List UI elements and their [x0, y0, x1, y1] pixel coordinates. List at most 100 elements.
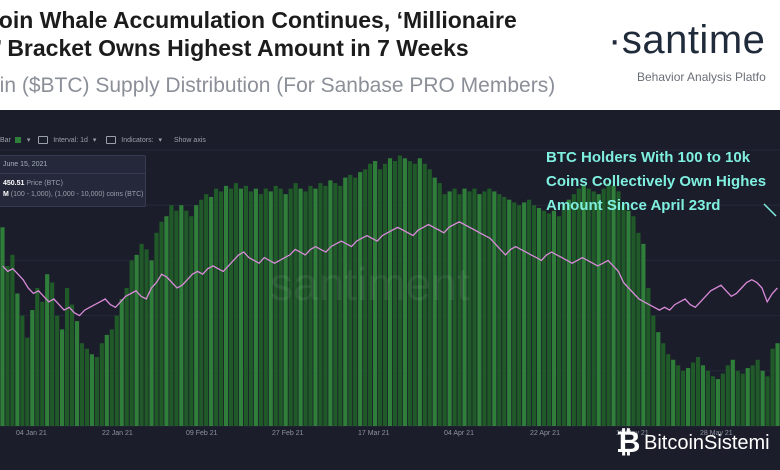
- supply-bar: [611, 185, 616, 426]
- supply-bar: [517, 205, 522, 426]
- supply-bar: [566, 199, 571, 426]
- annotation-arrow-icon: [763, 203, 777, 217]
- supply-bar: [124, 288, 129, 426]
- supply-bar: [50, 282, 55, 426]
- bitcoinsistemi-text: BitcoinSistemi: [644, 432, 770, 454]
- supply-bar: [343, 177, 348, 426]
- x-tick-label: 04 Apr 21: [444, 430, 474, 437]
- supply-bar: [402, 158, 407, 426]
- chart-type-button[interactable]: Bar ▾: [0, 136, 30, 145]
- supply-bar: [164, 216, 169, 426]
- supply-bar: [631, 216, 636, 426]
- supply-bar: [626, 210, 631, 426]
- supply-bar: [502, 196, 507, 426]
- supply-bar: [681, 370, 686, 426]
- supply-bar: [0, 227, 5, 426]
- santiment-logo: ·santime: [608, 18, 766, 62]
- supply-bar: [114, 315, 119, 426]
- tooltip-holders-row: M (100 - 1,000), (1,000 - 10,000) coins …: [3, 191, 143, 198]
- supply-bar: [258, 194, 263, 426]
- bar-swatch-icon: [14, 137, 21, 143]
- supply-bar: [5, 265, 10, 426]
- supply-bar: [596, 194, 601, 426]
- chart-type-label: Bar: [0, 136, 11, 144]
- supply-bar: [745, 368, 750, 426]
- supply-bar: [661, 343, 666, 426]
- supply-bar: [134, 254, 139, 426]
- supply-bar: [760, 370, 765, 426]
- supply-bar: [477, 194, 482, 426]
- supply-bar: [676, 365, 681, 426]
- supply-bar: [447, 191, 452, 426]
- supply-bar: [571, 194, 576, 426]
- supply-bar: [104, 334, 109, 426]
- indicators-chevron-icon: ▾: [158, 137, 163, 144]
- supply-bar: [462, 188, 467, 426]
- supply-bar: [45, 274, 50, 426]
- supply-bar: [432, 177, 437, 426]
- supply-bar: [765, 376, 770, 426]
- supply-bar: [35, 288, 40, 426]
- supply-bar: [735, 370, 740, 426]
- tooltip-price-label: Price (BTC): [26, 180, 63, 187]
- supply-bar: [214, 188, 219, 426]
- supply-bar: [373, 161, 378, 426]
- supply-bar: [487, 188, 492, 426]
- supply-bar: [686, 368, 691, 426]
- supply-bar: [363, 169, 368, 426]
- supply-bar: [159, 221, 164, 426]
- supply-bar: [89, 354, 94, 426]
- tooltip-date: June 15, 2021: [3, 161, 48, 168]
- header: coin Whale Accumulation Continues, ‘Mill…: [0, 0, 780, 110]
- supply-bar: [263, 188, 268, 426]
- supply-bar: [551, 210, 557, 426]
- supply-bar: [576, 188, 581, 426]
- supply-bar: [387, 158, 393, 426]
- supply-bar: [268, 191, 273, 426]
- supply-bar: [437, 183, 442, 426]
- supply-bar: [442, 194, 447, 426]
- supply-bar: [730, 359, 735, 426]
- holder-supply-bars: [0, 155, 780, 427]
- indicators-button[interactable]: Indicators:: [121, 136, 154, 144]
- x-tick-label: 22 Apr 21: [530, 430, 560, 437]
- supply-bar: [119, 299, 124, 426]
- interval-dropdown[interactable]: Interval: 1d: [53, 136, 88, 144]
- supply-bar: [278, 188, 283, 426]
- supply-bar: [69, 304, 75, 426]
- supply-bar: [204, 194, 209, 426]
- supply-bar: [174, 210, 179, 426]
- supply-bar: [60, 329, 65, 426]
- supply-bar: [705, 370, 711, 426]
- supply-bar: [189, 216, 194, 426]
- supply-bar: [333, 183, 338, 426]
- chart-panel: santiment Bar ▾ Interval: 1d ▾ Indicator…: [0, 110, 780, 470]
- annotation-line-1: BTC Holders With 100 to 10k: [546, 149, 751, 166]
- supply-bar: [15, 293, 20, 426]
- supply-bar: [720, 373, 725, 426]
- subtitle: oin ($BTC) Supply Distribution (For Sanb…: [0, 74, 556, 97]
- supply-bar: [651, 315, 656, 426]
- headline-line-2: r’ Bracket Owns Highest Amount in 7 Week…: [0, 35, 469, 61]
- supply-bar: [109, 329, 114, 426]
- supply-bar: [546, 213, 552, 426]
- supply-bar: [40, 301, 45, 426]
- supply-bar: [422, 163, 427, 427]
- supply-bar: [353, 177, 358, 426]
- headline: coin Whale Accumulation Continues, ‘Mill…: [0, 6, 586, 62]
- supply-bar: [427, 169, 432, 426]
- calendar-icon[interactable]: [38, 136, 49, 144]
- show-axis-toggle[interactable]: Show axis: [173, 136, 206, 144]
- supply-bar: [492, 191, 497, 426]
- supply-bar: [99, 343, 104, 426]
- supply-bar: [392, 161, 398, 426]
- supply-bar: [725, 365, 730, 426]
- x-tick-label: 10 May 21: [616, 430, 649, 437]
- supply-bar: [25, 337, 30, 426]
- supply-bar: [452, 188, 457, 426]
- tooltip-price-value: 450.51: [3, 180, 25, 187]
- supply-bar: [144, 249, 149, 426]
- supply-bar: [293, 183, 298, 426]
- supply-bar: [507, 199, 512, 426]
